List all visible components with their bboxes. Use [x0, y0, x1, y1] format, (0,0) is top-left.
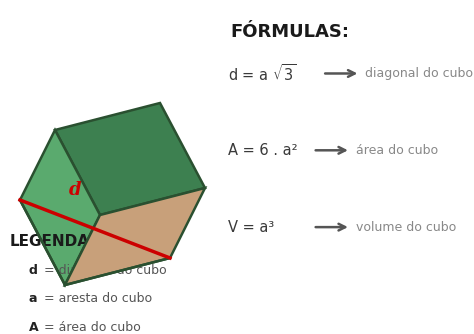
Text: d: d — [69, 181, 82, 199]
Text: área do cubo: área do cubo — [356, 144, 438, 157]
Text: = área do cubo: = área do cubo — [40, 321, 141, 334]
Polygon shape — [65, 188, 205, 285]
Polygon shape — [55, 103, 205, 215]
Polygon shape — [20, 130, 100, 285]
Text: A: A — [28, 321, 38, 334]
Text: A = 6 . a²: A = 6 . a² — [228, 143, 297, 158]
Text: LEGENDA:: LEGENDA: — [9, 234, 96, 249]
Text: volume do cubo: volume do cubo — [356, 221, 456, 233]
Text: V = a³: V = a³ — [228, 220, 274, 234]
Text: FÓRMULAS:: FÓRMULAS: — [230, 23, 349, 41]
Text: a: a — [28, 292, 37, 305]
Text: d = a $\sqrt{3}$: d = a $\sqrt{3}$ — [228, 63, 296, 84]
Text: diagonal do cubo: diagonal do cubo — [365, 67, 473, 80]
Text: d: d — [28, 264, 37, 277]
Text: = aresta do cubo: = aresta do cubo — [40, 292, 153, 305]
Text: = diagonal do cubo: = diagonal do cubo — [40, 264, 167, 277]
